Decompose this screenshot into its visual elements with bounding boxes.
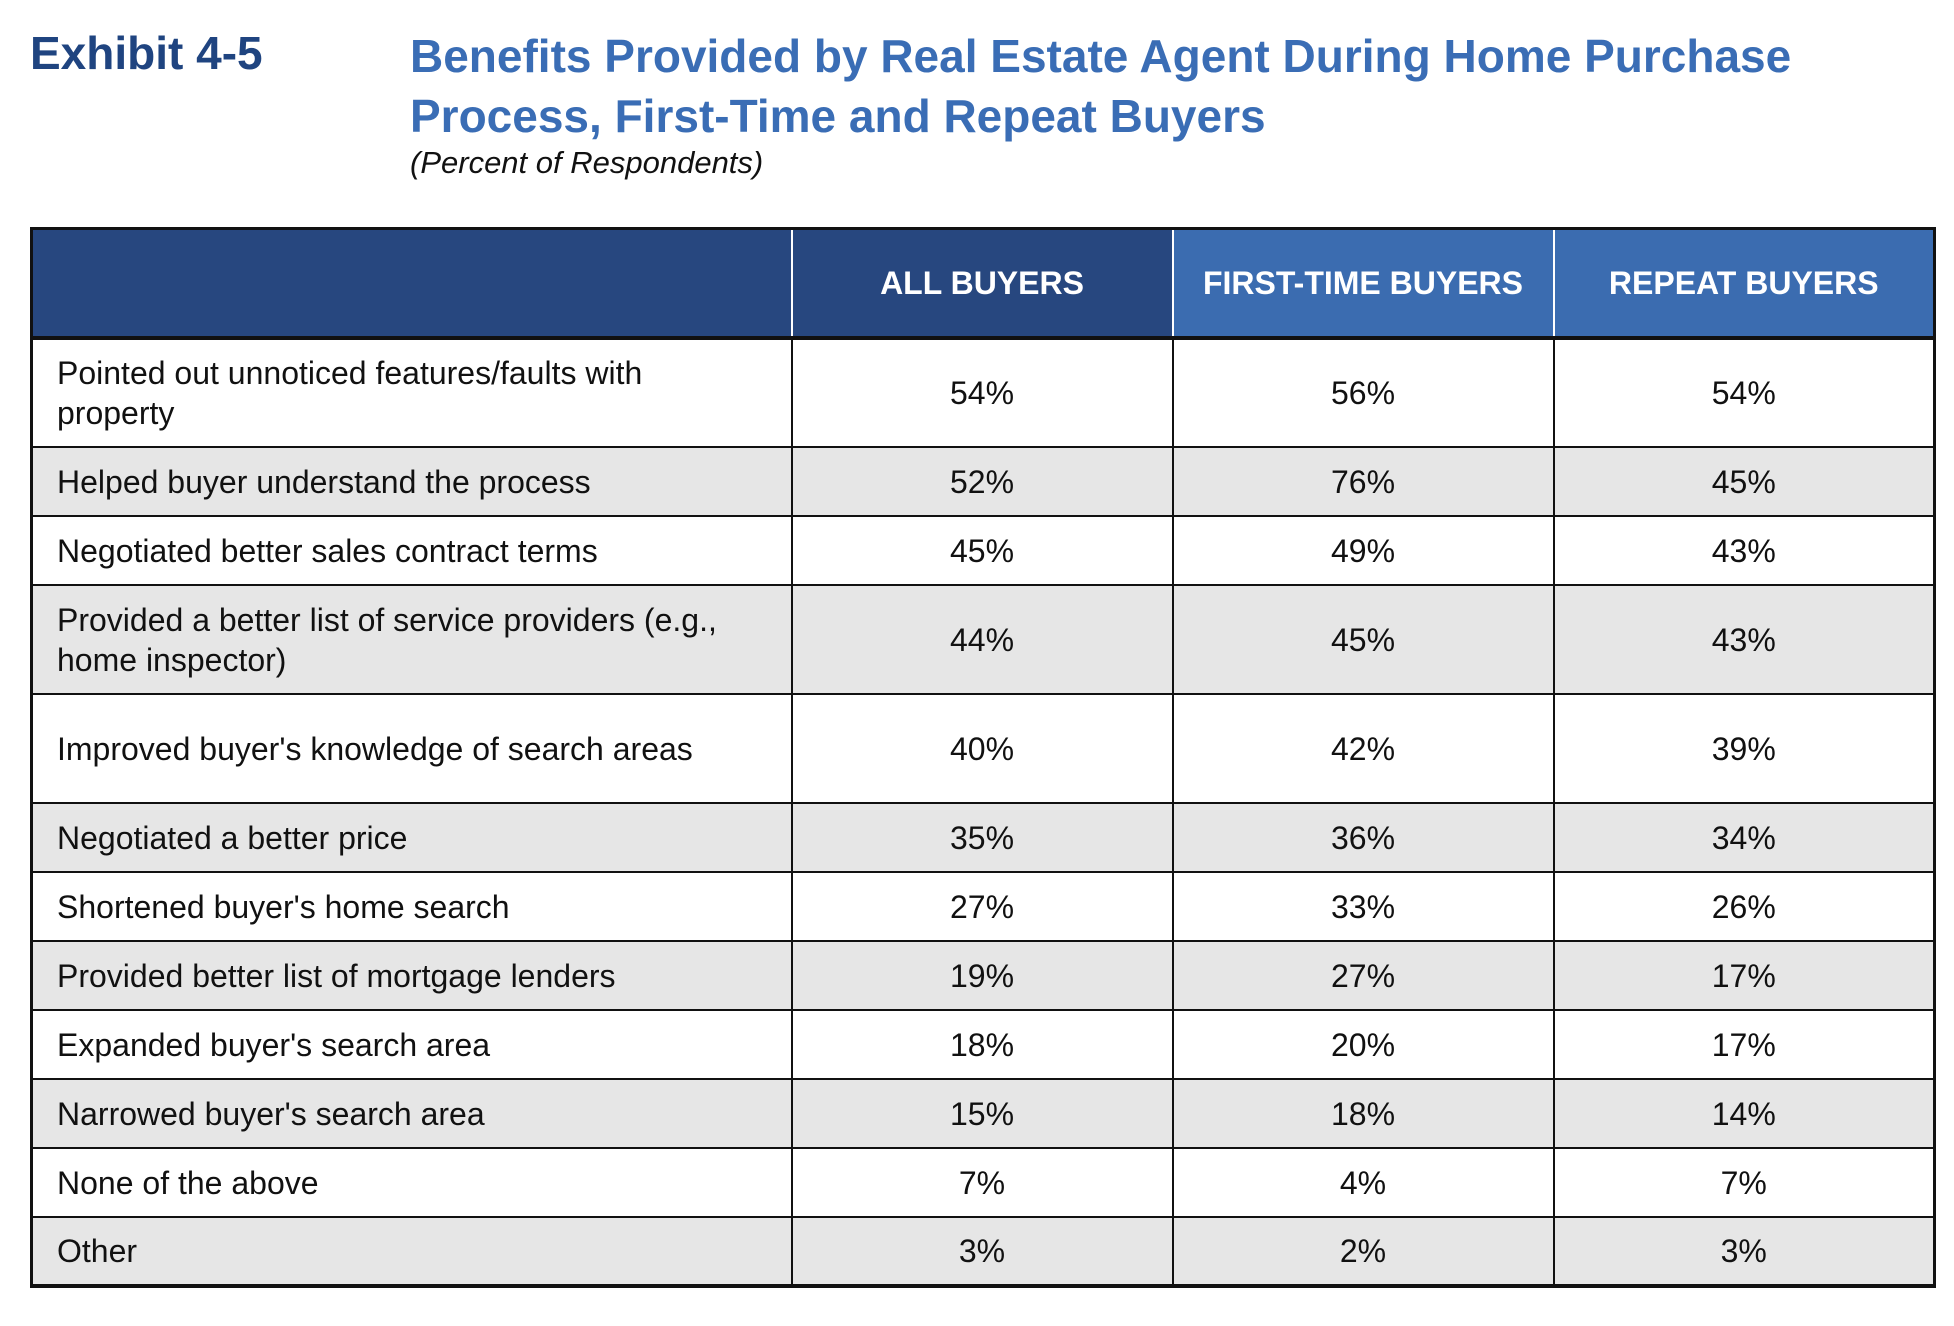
all-buyers-value: 44% [790, 584, 1174, 695]
repeat-buyers-value: 43% [1552, 515, 1936, 586]
row-label: Other [30, 1216, 793, 1288]
all-buyers-value: 18% [790, 1009, 1174, 1080]
table-row: Expanded buyer's search area 18% 20% 17% [30, 1009, 1936, 1080]
first-time-buyers-value: 45% [1171, 584, 1555, 695]
all-buyers-value: 19% [790, 940, 1174, 1011]
table-row: Negotiated better sales contract terms 45… [30, 515, 1936, 586]
repeat-buyers-value: 54% [1552, 337, 1936, 448]
all-buyers-value: 27% [790, 871, 1174, 942]
first-time-buyers-value: 27% [1171, 940, 1555, 1011]
table-row: Negotiated a better price 35% 36% 34% [30, 802, 1936, 873]
table-header-row: ALL BUYERS FIRST-TIME BUYERS REPEAT BUYE… [30, 227, 1936, 340]
row-label: Helped buyer understand the process [30, 446, 793, 517]
page-title: Benefits Provided by Real Estate Agent D… [410, 30, 1792, 142]
row-label: Shortened buyer's home search [30, 871, 793, 942]
all-buyers-value: 40% [790, 693, 1174, 804]
first-time-buyers-value: 20% [1171, 1009, 1555, 1080]
first-time-buyers-value: 2% [1171, 1216, 1555, 1288]
repeat-buyers-value: 39% [1552, 693, 1936, 804]
row-label: Pointed out unnoticed features/faults wi… [30, 337, 793, 448]
all-buyers-value: 7% [790, 1147, 1174, 1218]
table-row: Provided better list of mortgage lenders… [30, 940, 1936, 1011]
benefits-table: ALL BUYERS FIRST-TIME BUYERS REPEAT BUYE… [30, 227, 1936, 1288]
first-time-buyers-value: 18% [1171, 1078, 1555, 1149]
exhibit-number: Exhibit 4-5 [30, 27, 263, 79]
table-row: Pointed out unnoticed features/faults wi… [30, 337, 1936, 448]
all-buyers-value: 52% [790, 446, 1174, 517]
row-label: Narrowed buyer's search area [30, 1078, 793, 1149]
table-row: Helped buyer understand the process 52% 76… [30, 446, 1936, 517]
row-label: Negotiated a better price [30, 802, 793, 873]
repeat-buyers-value: 3% [1552, 1216, 1936, 1288]
repeat-buyers-value: 17% [1552, 1009, 1936, 1080]
all-buyers-value: 3% [790, 1216, 1174, 1288]
row-label: Expanded buyer's search area [30, 1009, 793, 1080]
column-header-label [30, 227, 793, 340]
repeat-buyers-value: 14% [1552, 1078, 1936, 1149]
table-row: Improved buyer's knowledge of search are… [30, 693, 1936, 804]
column-header-repeat-buyers: REPEAT BUYERS [1552, 227, 1936, 340]
row-label: Improved buyer's knowledge of search are… [30, 693, 793, 804]
repeat-buyers-value: 17% [1552, 940, 1936, 1011]
table-row: Narrowed buyer's search area 15% 18% 14% [30, 1078, 1936, 1149]
first-time-buyers-value: 42% [1171, 693, 1555, 804]
table-row: Other 3% 2% 3% [30, 1216, 1936, 1288]
first-time-buyers-value: 4% [1171, 1147, 1555, 1218]
table-row: Provided a better list of service provid… [30, 584, 1936, 695]
row-label: Provided a better list of service provid… [30, 584, 793, 695]
all-buyers-value: 54% [790, 337, 1174, 448]
all-buyers-value: 45% [790, 515, 1174, 586]
all-buyers-value: 15% [790, 1078, 1174, 1149]
repeat-buyers-value: 43% [1552, 584, 1936, 695]
repeat-buyers-value: 34% [1552, 802, 1936, 873]
repeat-buyers-value: 26% [1552, 871, 1936, 942]
page-subtitle: (Percent of Respondents) [410, 145, 764, 180]
all-buyers-value: 35% [790, 802, 1174, 873]
first-time-buyers-value: 33% [1171, 871, 1555, 942]
row-label: Provided better list of mortgage lenders [30, 940, 793, 1011]
table-row: Shortened buyer's home search 27% 33% 26% [30, 871, 1936, 942]
row-label: Negotiated better sales contract terms [30, 515, 793, 586]
column-header-all-buyers: ALL BUYERS [790, 227, 1174, 340]
table-row: None of the above 7% 4% 7% [30, 1147, 1936, 1218]
repeat-buyers-value: 45% [1552, 446, 1936, 517]
first-time-buyers-value: 49% [1171, 515, 1555, 586]
column-header-first-time-buyers: FIRST-TIME BUYERS [1171, 227, 1555, 340]
first-time-buyers-value: 76% [1171, 446, 1555, 517]
repeat-buyers-value: 7% [1552, 1147, 1936, 1218]
row-label: None of the above [30, 1147, 793, 1218]
first-time-buyers-value: 36% [1171, 802, 1555, 873]
first-time-buyers-value: 56% [1171, 337, 1555, 448]
